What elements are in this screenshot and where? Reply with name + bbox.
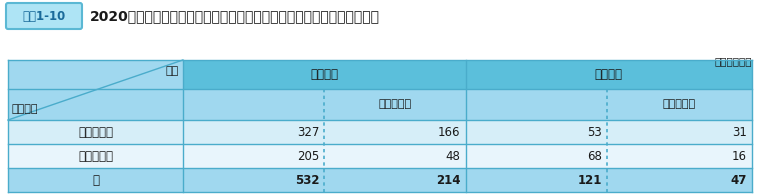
Text: うち女性数: うち女性数 — [378, 99, 411, 109]
Text: 166: 166 — [438, 126, 461, 138]
Bar — [8, 168, 752, 192]
Text: 327: 327 — [297, 126, 319, 138]
Bar — [325, 89, 466, 120]
Text: 31: 31 — [732, 126, 747, 138]
Text: 資料1-10: 資料1-10 — [22, 10, 65, 22]
Text: 532: 532 — [295, 174, 319, 186]
Text: 申込者数: 申込者数 — [310, 68, 338, 81]
Text: 航空情報科: 航空情報科 — [78, 126, 113, 138]
Bar — [466, 89, 607, 120]
Bar — [607, 89, 752, 120]
Text: 区分試験: 区分試験 — [12, 104, 39, 114]
Text: 航空電子科: 航空電子科 — [78, 150, 113, 162]
Bar — [183, 89, 325, 120]
Text: 2020年度航空保安大学校学生採用試験の区分試験別申込者数・合格者数: 2020年度航空保安大学校学生採用試験の区分試験別申込者数・合格者数 — [90, 9, 380, 23]
Bar — [8, 60, 183, 120]
Text: （単位：人）: （単位：人） — [714, 56, 752, 66]
Bar — [8, 144, 752, 168]
Bar — [8, 120, 752, 144]
Text: 205: 205 — [297, 150, 319, 162]
FancyBboxPatch shape — [6, 3, 82, 29]
Text: 68: 68 — [587, 150, 602, 162]
Text: 47: 47 — [730, 174, 747, 186]
Text: 合格者数: 合格者数 — [595, 68, 622, 81]
Text: 53: 53 — [587, 126, 602, 138]
Text: 48: 48 — [445, 150, 461, 162]
Text: 16: 16 — [732, 150, 747, 162]
Text: うち女性数: うち女性数 — [663, 99, 696, 109]
Bar — [466, 60, 752, 89]
Text: 項目: 項目 — [166, 66, 179, 76]
Text: 214: 214 — [436, 174, 461, 186]
Text: 計: 計 — [92, 174, 99, 186]
Text: 121: 121 — [578, 174, 602, 186]
Bar — [183, 60, 466, 89]
